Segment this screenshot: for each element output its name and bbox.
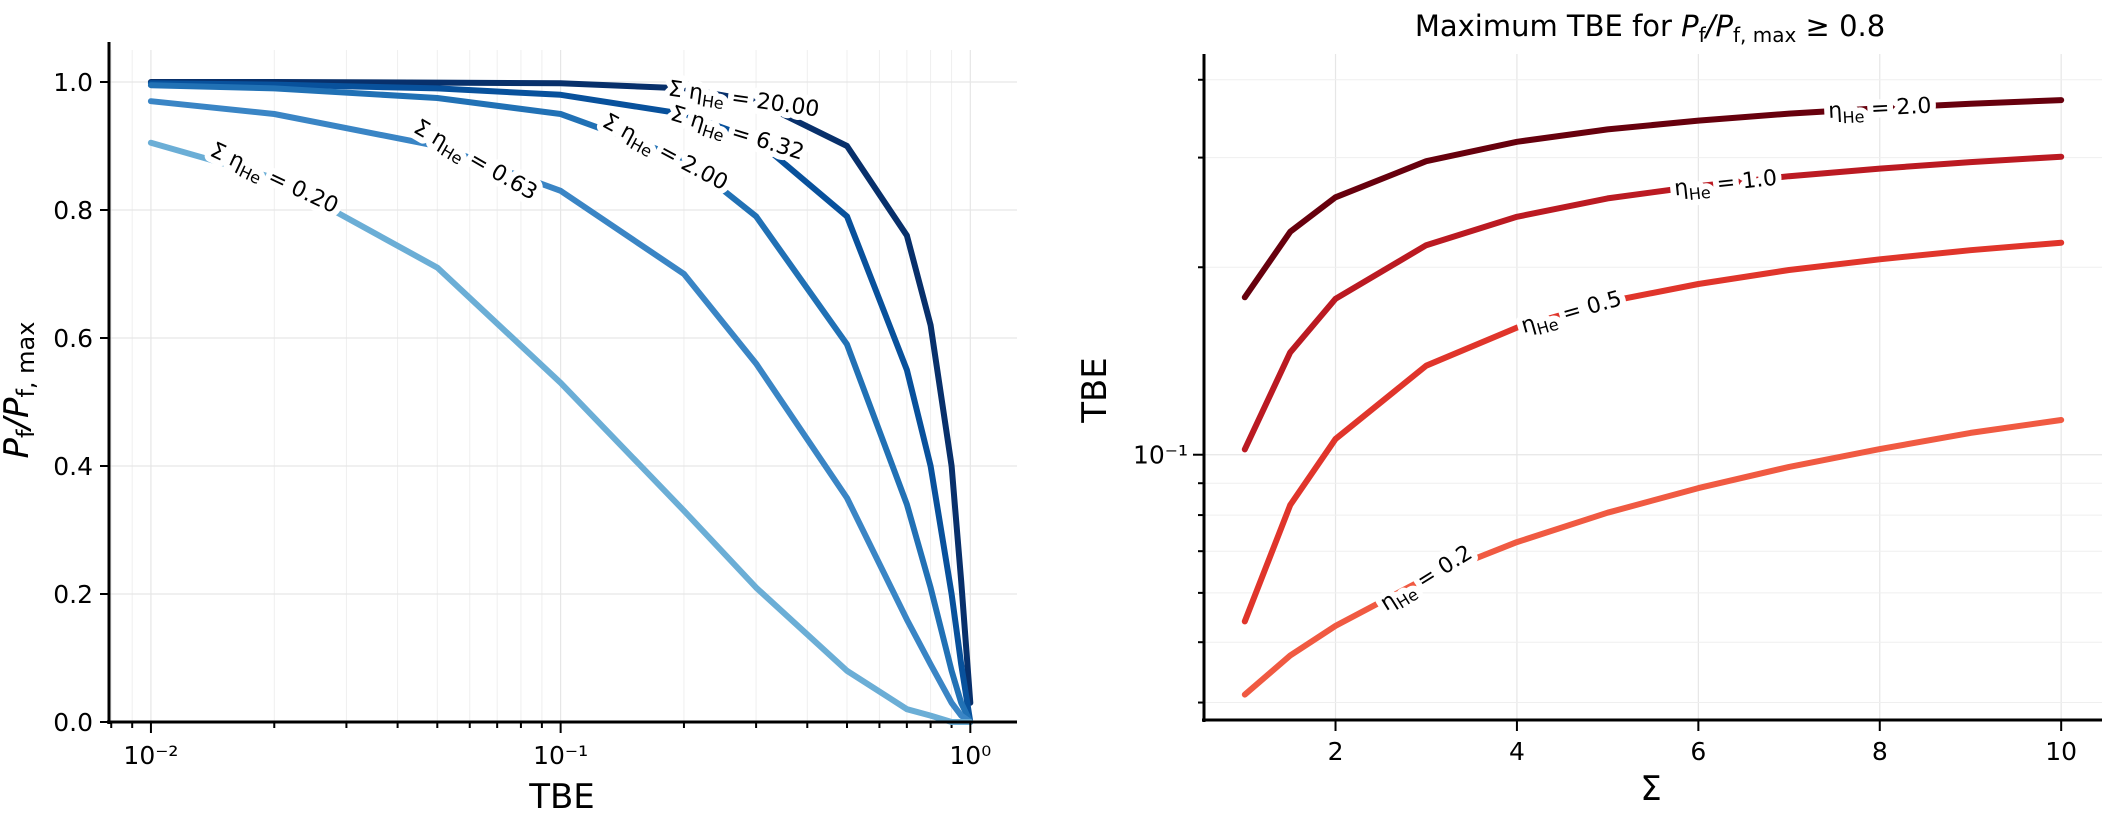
left-y-tick-label: 0.8: [53, 196, 93, 225]
right-y-axis-label: TBE: [1075, 357, 1115, 424]
left-series-line-2: [147, 82, 974, 725]
left-series-line-3: [147, 98, 974, 725]
right-x-tick-label: 10: [2045, 737, 2077, 766]
left-y-tick-label: 0.2: [53, 580, 93, 609]
right-x-tick-label: 6: [1690, 737, 1706, 766]
right-x-tick-label: 2: [1328, 737, 1344, 766]
left-y-tick-label: 0.6: [53, 324, 93, 353]
right-series-line-2: [1241, 239, 2065, 625]
left-x-tick-label: 10⁰: [949, 741, 991, 770]
left-chart: Σ ηHe = 20.00Σ ηHe = 20.00Σ ηHe = 6.32Σ …: [53, 42, 1017, 770]
left-y-axis-label: Pf/Pf, max: [0, 322, 40, 459]
left-series-line-1: [147, 80, 974, 725]
left-series-line-0: [147, 79, 974, 706]
svg-text:ηHe = 0.5: ηHe = 0.5: [1518, 286, 1625, 342]
left-x-tick-label: 10⁻²: [123, 741, 178, 770]
right-y-tick-label: 10⁻¹: [1133, 441, 1188, 470]
right-series-line-0: [1241, 97, 2065, 301]
right-x-axis-label: Σ: [1640, 769, 1661, 809]
right-chart-title: Maximum TBE for Pf/Pf, max ≥ 0.8: [1415, 9, 1885, 47]
left-x-tick-label: 10⁻¹: [533, 741, 588, 770]
right-x-tick-label: 8: [1872, 737, 1888, 766]
right-x-tick-label: 4: [1509, 737, 1525, 766]
svg-text:Pf/Pf, max: Pf/Pf, max: [0, 322, 40, 459]
svg-text:ηHe = 0.2: ηHe = 0.2: [1376, 540, 1479, 619]
left-x-axis-label: TBE: [528, 777, 595, 817]
right-series-line-3: [1241, 417, 2065, 698]
left-y-tick-label: 0.0: [53, 708, 93, 737]
left-y-tick-label: 1.0: [53, 68, 93, 97]
svg-text:ηHe = 1.0: ηHe = 1.0: [1673, 166, 1779, 206]
svg-text:ηHe = 2.0: ηHe = 2.0: [1828, 94, 1933, 128]
left-y-tick-label: 0.4: [53, 452, 93, 481]
right-series-line-1: [1241, 153, 2065, 453]
